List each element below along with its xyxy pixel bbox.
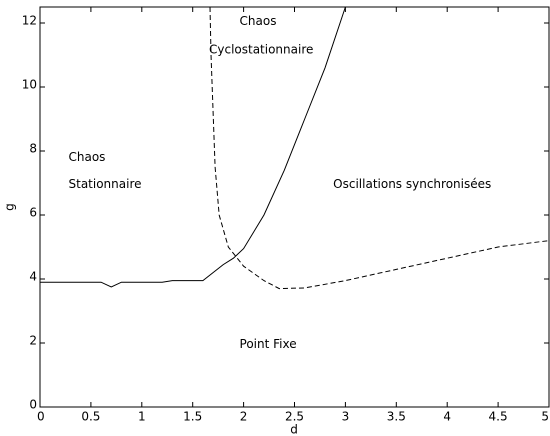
series-line [40, 6, 346, 288]
x-tick-label: 1 [138, 410, 146, 424]
x-tick-label: 0 [37, 410, 45, 424]
series-line [209, 6, 550, 290]
y-tick-label: 2 [29, 334, 37, 348]
y-tick-label: 0 [29, 398, 37, 412]
x-tick-label: 3 [342, 410, 350, 424]
x-tick-label: 4 [443, 410, 451, 424]
x-tick-label: 4.5 [489, 410, 508, 424]
x-axis-label: d [290, 423, 298, 436]
y-tick-label: 12 [22, 14, 37, 28]
annotation: Point Fixe [240, 337, 297, 351]
annotation: Chaos [69, 150, 106, 164]
x-tick-label: 2 [240, 410, 248, 424]
x-tick-label: 1.5 [183, 410, 202, 424]
annotation: Oscillations synchronisées [333, 177, 491, 191]
annotation: Stationnaire [69, 177, 142, 191]
y-tick-label: 4 [29, 270, 37, 284]
annotation: Cyclostationnaire [209, 43, 313, 57]
y-tick-label: 10 [22, 78, 37, 92]
x-tick-label: 2.5 [285, 410, 304, 424]
x-tick-label: 5 [541, 410, 549, 424]
x-tick-label: 3.5 [387, 410, 406, 424]
x-tick-label: 0.5 [81, 410, 100, 424]
y-axis-label: g [3, 203, 17, 211]
annotation: Chaos [240, 14, 277, 28]
y-tick-label: 6 [29, 206, 37, 220]
y-tick-label: 8 [29, 142, 37, 156]
